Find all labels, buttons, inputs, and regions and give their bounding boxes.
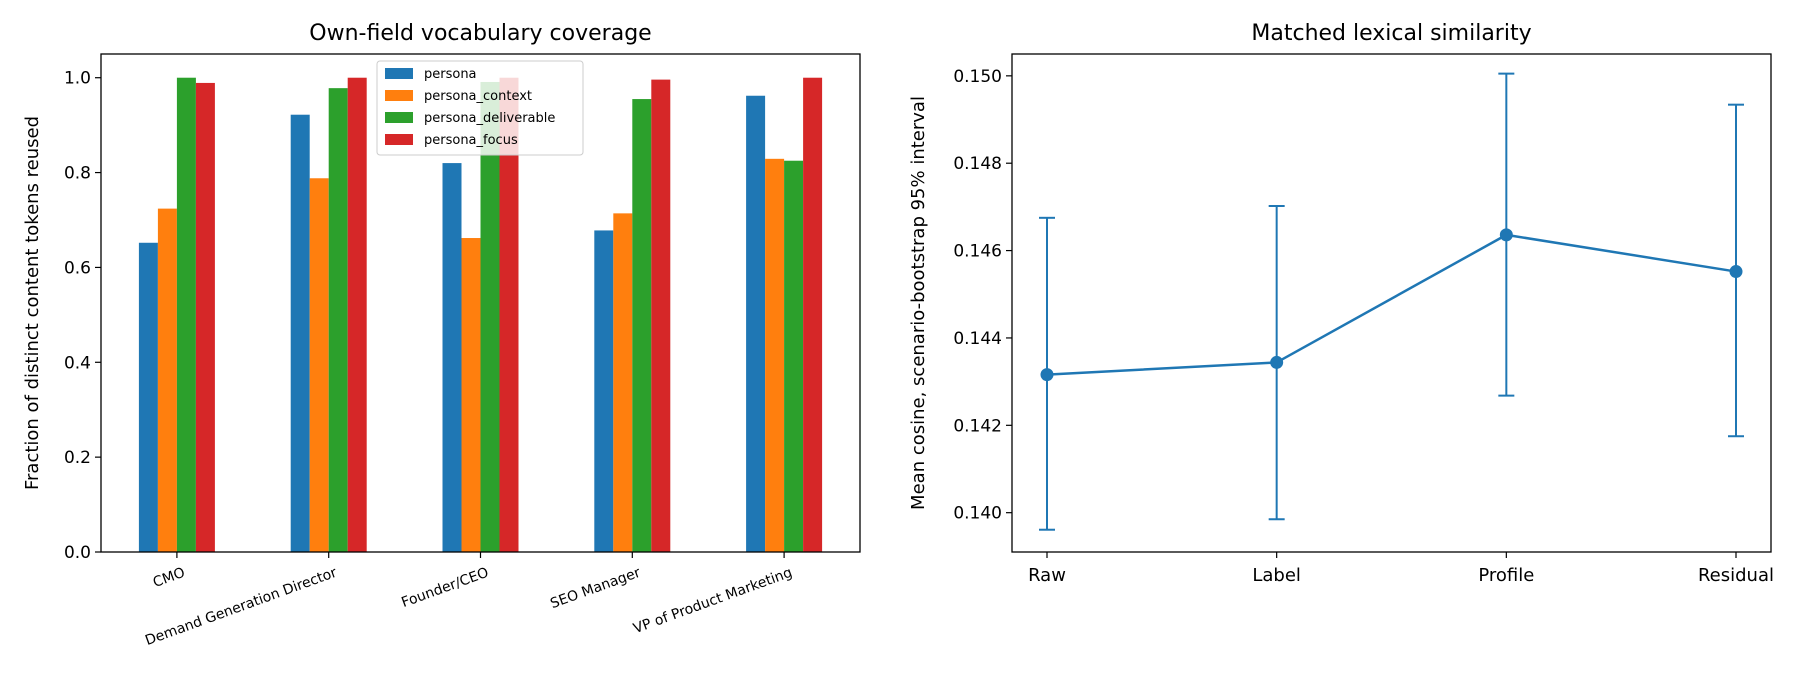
bar bbox=[632, 99, 652, 553]
y-tick-label: 0.6 bbox=[64, 258, 91, 278]
y-axis-label: Fraction of distinct content tokens reus… bbox=[22, 116, 43, 490]
x-tick-label: Profile bbox=[1478, 565, 1534, 586]
bar bbox=[290, 114, 310, 553]
chart-title: Matched lexical similarity bbox=[1251, 21, 1531, 46]
data-point bbox=[1270, 355, 1284, 369]
y-tick-label: 0.150 bbox=[953, 67, 1002, 87]
legend-swatch bbox=[385, 68, 413, 79]
y-tick-label: 0.140 bbox=[953, 504, 1002, 524]
bar bbox=[176, 77, 196, 552]
x-tick-label: SEO Manager bbox=[548, 565, 643, 612]
x-tick-label: VP of Product Marketing bbox=[631, 565, 794, 637]
bar bbox=[138, 242, 158, 552]
bar bbox=[594, 230, 614, 553]
bar bbox=[195, 82, 215, 552]
y-tick-label: 0.146 bbox=[953, 242, 1002, 262]
y-tick-label: 0.8 bbox=[64, 164, 91, 184]
x-tick-label: Label bbox=[1252, 565, 1301, 586]
data-point bbox=[1729, 265, 1743, 279]
bar bbox=[613, 213, 633, 553]
legend-swatch bbox=[385, 90, 413, 101]
bar bbox=[328, 88, 348, 553]
y-axis-label: Mean cosine, scenario-bootstrap 95% inte… bbox=[908, 96, 929, 510]
legend-box bbox=[376, 60, 584, 156]
lexical-similarity-chart: Matched lexical similarity Mean cosine, s… bbox=[908, 21, 1774, 586]
data-point bbox=[1499, 228, 1513, 242]
y-tick-label: 0.144 bbox=[953, 329, 1002, 349]
plot-frame bbox=[100, 53, 861, 553]
series-line bbox=[1046, 233, 1737, 376]
bar bbox=[309, 178, 329, 552]
bar bbox=[746, 95, 766, 552]
bar bbox=[803, 77, 823, 552]
y-tick-label: 0.0 bbox=[64, 543, 91, 563]
y-tick-label: 0.148 bbox=[953, 154, 1002, 174]
legend-swatch bbox=[385, 112, 413, 123]
bar bbox=[442, 163, 462, 553]
legend-label: persona bbox=[424, 67, 477, 82]
x-tick-label: Residual bbox=[1698, 565, 1774, 586]
legend-swatch bbox=[385, 134, 413, 145]
bar bbox=[499, 77, 519, 552]
bar bbox=[157, 208, 177, 553]
data-point bbox=[1040, 368, 1054, 382]
plot-frame bbox=[1011, 53, 1772, 553]
y-tick-label: 0.2 bbox=[64, 448, 91, 468]
legend-label: persona_focus bbox=[424, 133, 518, 148]
y-tick-label: 0.142 bbox=[953, 416, 1002, 436]
vocabulary-coverage-chart: Own-field vocabulary coverage Fraction of… bbox=[22, 21, 861, 649]
x-tick-label: Founder/CEO bbox=[399, 565, 490, 611]
x-tick-label: CMO bbox=[151, 565, 187, 591]
bar bbox=[347, 77, 367, 552]
y-tick-label: 0.4 bbox=[64, 353, 91, 373]
bar bbox=[784, 160, 804, 552]
x-tick-label: Raw bbox=[1028, 565, 1066, 586]
bar bbox=[651, 79, 671, 553]
y-tick-label: 1.0 bbox=[64, 69, 91, 89]
chart-title: Own-field vocabulary coverage bbox=[309, 21, 651, 46]
legend-label: persona_deliverable bbox=[424, 111, 555, 126]
bar bbox=[461, 238, 481, 552]
bar bbox=[765, 158, 785, 552]
legend-label: persona_context bbox=[424, 89, 532, 104]
bar bbox=[480, 81, 500, 553]
